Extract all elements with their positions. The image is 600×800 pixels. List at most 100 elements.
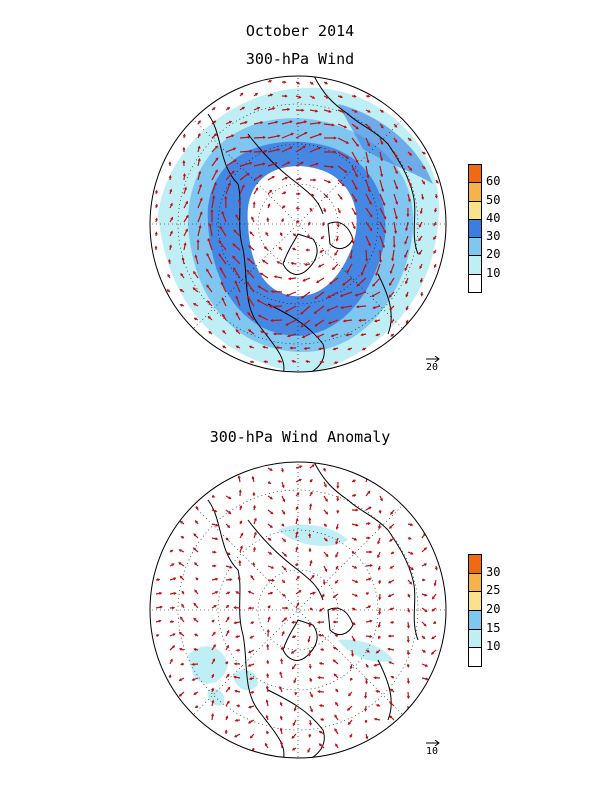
wind-vector-head (279, 715, 283, 719)
wind-vector-head (342, 282, 346, 286)
wind-vector-head (352, 622, 356, 626)
date-title: October 2014 (245, 22, 355, 40)
wind-vector-head (355, 580, 359, 583)
wind-vector (183, 215, 189, 223)
wind-vector-head (308, 665, 312, 670)
wind-vector-head (206, 268, 209, 272)
wind-vector-head (247, 311, 251, 315)
wind-vector-head (247, 590, 251, 594)
wind-vector-head (239, 505, 243, 509)
wind-vector-head (233, 606, 237, 610)
wind-vector-head (295, 531, 299, 535)
wind-vector-head (290, 650, 294, 654)
wind-vector-head (252, 491, 256, 496)
wind-vector (404, 249, 409, 258)
wind-vector-head (305, 248, 309, 252)
wind-vector-head (247, 650, 252, 654)
wind-vector-head (296, 575, 300, 579)
wind-vector-head (239, 520, 243, 524)
wind-vector-head (298, 177, 303, 181)
wind-vector (271, 319, 283, 322)
wind-vector (379, 165, 383, 177)
wind-vector-head (194, 254, 198, 258)
wind-vector (351, 165, 358, 177)
wind-vector-head (332, 267, 335, 271)
wind-vector-head (240, 532, 244, 536)
wind-vector-head (395, 201, 399, 205)
wind-vector-head (380, 125, 384, 129)
wind-vector-head (156, 634, 160, 637)
wind-vector-head (283, 567, 287, 571)
wind-vector-head (292, 723, 296, 727)
wind-vector (295, 145, 306, 153)
wind-vector (379, 207, 387, 219)
wind-vector-head (233, 267, 236, 271)
wind-vector-head (310, 607, 314, 611)
wind-vector-head (252, 201, 256, 205)
wind-vector (253, 174, 262, 181)
wind-vector (183, 243, 186, 251)
wind-vector-head (173, 577, 177, 581)
wind-vector (219, 267, 227, 279)
anomaly-colorbar: 10 15 20 25 30 (468, 554, 528, 667)
wind-vector-head (345, 141, 350, 144)
wind-vector-head (219, 266, 223, 270)
wind-vector-head (237, 475, 241, 479)
wind-vector-head (355, 126, 359, 130)
wind-vector-head (246, 172, 250, 176)
wind-vector-head (212, 107, 216, 111)
wind-vector-head (286, 334, 291, 338)
wind-vector-head (271, 566, 275, 569)
wind-vector (235, 296, 241, 307)
wind-vector-head (355, 523, 359, 527)
wind-vector-head (224, 729, 228, 733)
wind-vector-head (408, 138, 412, 142)
wind-vector-head (316, 335, 320, 338)
wind-vector (247, 296, 255, 307)
coastlines (207, 76, 419, 372)
wind-vector-head (231, 134, 235, 138)
wind-vector (389, 291, 395, 298)
wind-vector (253, 163, 265, 167)
wind-vector-head (434, 567, 438, 571)
wind-vector-head (331, 607, 335, 611)
wind-vector (351, 151, 359, 163)
wind-vector-head (334, 252, 338, 256)
wind-vector-head (347, 347, 351, 351)
wind-vector-head (355, 174, 358, 178)
wind-vector-head (316, 280, 320, 283)
wind-vector-head (318, 730, 322, 734)
wind-vector-head (422, 636, 426, 640)
wind-vector-head (253, 531, 257, 535)
wind-vector (267, 148, 280, 153)
wind-vector (206, 268, 213, 279)
wind-vector-head (271, 578, 275, 582)
wind-vector-head (287, 107, 291, 111)
wind-vector (341, 305, 353, 309)
wind-vector-head (263, 150, 268, 154)
wind-vector-head (408, 536, 412, 540)
wind-vector-head (213, 644, 216, 648)
wind-vector (197, 198, 203, 209)
wind-vector-head (192, 303, 196, 306)
wind-vector-head (198, 224, 202, 229)
wind-vector-head (422, 181, 426, 185)
wind-vector-head (259, 272, 263, 276)
wind-vector-head (318, 662, 323, 665)
wind-vector (246, 281, 255, 293)
wind-vector-head (170, 658, 173, 662)
wind-vector-head (336, 498, 340, 502)
wind-vector-head (295, 505, 299, 510)
wind-vector (309, 109, 318, 112)
wind-vector (356, 277, 367, 287)
wind-vector-head (213, 604, 217, 608)
wind-vector-head (389, 715, 393, 719)
wind-vector-head (387, 647, 391, 651)
wind-vector-head (234, 734, 238, 738)
wind-vector-head (390, 511, 394, 515)
wind-vector-head (170, 620, 175, 624)
wind-vector-head (212, 494, 216, 498)
wind-vector (343, 319, 353, 322)
reference-vector-anomaly: 10 (426, 740, 440, 757)
wind-vector-head (369, 228, 373, 232)
